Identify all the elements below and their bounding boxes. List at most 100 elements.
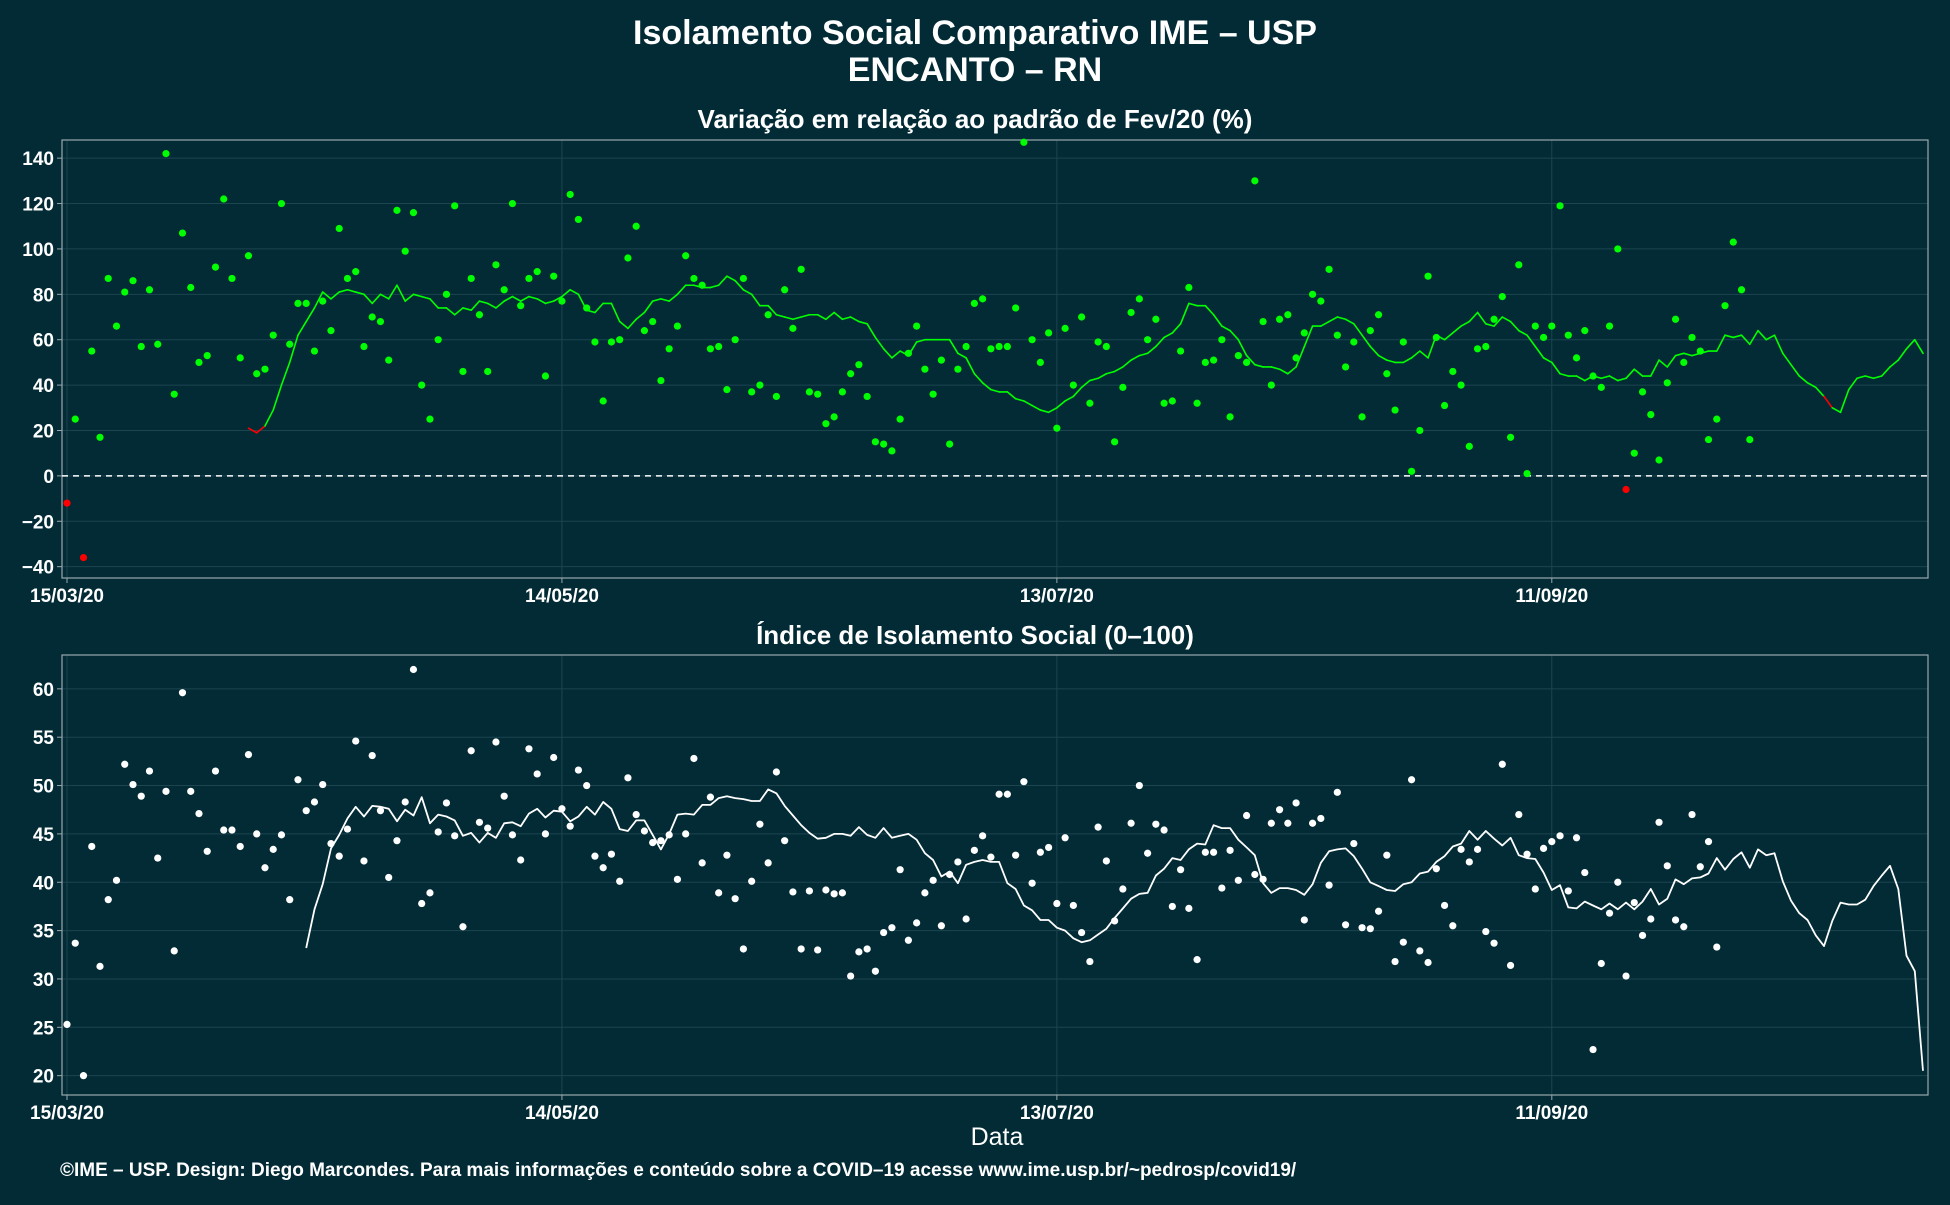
data-point — [418, 381, 426, 389]
data-point — [896, 415, 904, 423]
data-point — [310, 798, 319, 806]
data-point — [434, 828, 442, 836]
moving-average-segment — [495, 300, 505, 309]
moving-average-segment — [651, 298, 662, 302]
data-point — [1226, 846, 1234, 854]
moving-average-segment — [404, 293, 415, 302]
moving-average-segment — [1724, 334, 1735, 339]
data-point — [1102, 857, 1110, 865]
data-point — [195, 358, 203, 367]
moving-average-segment — [1361, 334, 1372, 348]
moving-average-segment — [1328, 316, 1339, 323]
data-point — [1721, 302, 1729, 310]
data-point — [756, 820, 764, 828]
data-point — [1622, 485, 1630, 494]
data-point — [1655, 818, 1663, 826]
data-point — [880, 440, 888, 448]
data-point — [434, 336, 442, 344]
data-point — [1416, 947, 1424, 955]
data-point — [541, 372, 550, 380]
moving-average-segment — [528, 295, 538, 300]
moving-average-segment — [1452, 325, 1462, 334]
moving-average-segment — [371, 293, 382, 305]
moving-average-segment — [1386, 359, 1396, 364]
data-point — [426, 889, 434, 897]
data-point — [500, 792, 508, 800]
data-point — [558, 297, 566, 305]
data-point — [748, 877, 756, 885]
data-point — [591, 852, 599, 860]
moving-average-segment — [1501, 316, 1512, 323]
data-point — [624, 774, 632, 782]
moving-average-segment — [1047, 406, 1058, 414]
data-point — [995, 790, 1003, 798]
x-axis-label: Data — [971, 1123, 1024, 1151]
data-point — [145, 767, 154, 775]
moving-average-segment — [1039, 409, 1050, 414]
data-point — [368, 751, 376, 760]
data-point — [104, 896, 112, 904]
moving-average-segment — [1006, 391, 1017, 400]
data-point — [1012, 851, 1020, 859]
moving-average-segment — [981, 382, 992, 391]
data-point — [706, 345, 715, 353]
data-point — [1028, 336, 1036, 344]
moving-average-segment — [800, 313, 811, 318]
data-point — [1028, 879, 1036, 887]
data-point — [1234, 876, 1242, 884]
moving-average-segment — [833, 311, 844, 321]
moving-average-segment — [849, 316, 860, 323]
data-point — [1630, 449, 1638, 457]
data-point — [1523, 470, 1531, 478]
moving-average-segment — [1204, 304, 1215, 316]
moving-average-segment — [1518, 329, 1528, 336]
y-tick-label: 80 — [33, 285, 54, 306]
moving-average-segment — [1155, 336, 1165, 348]
moving-average-segment — [957, 352, 967, 359]
data-point — [203, 847, 211, 855]
data-point — [797, 945, 805, 953]
data-point — [467, 274, 475, 283]
data-point — [1094, 823, 1102, 831]
moving-average-segment — [1245, 354, 1256, 366]
data-point — [1350, 338, 1358, 346]
data-point — [211, 263, 220, 271]
data-point — [1102, 342, 1110, 351]
data-point — [1012, 304, 1020, 312]
data-point — [632, 222, 640, 230]
data-point — [1069, 901, 1077, 910]
moving-average-segment — [973, 372, 984, 384]
data-point — [748, 388, 756, 396]
data-point — [781, 837, 789, 845]
data-point — [1638, 388, 1647, 396]
moving-average-segment — [1781, 352, 1792, 366]
data-point — [805, 887, 814, 895]
data-point — [1160, 826, 1168, 834]
data-point — [797, 265, 805, 273]
data-point — [599, 864, 607, 872]
data-point — [1275, 315, 1284, 323]
moving-average-segment — [1377, 354, 1388, 361]
data-point — [1498, 760, 1506, 768]
y-tick-label: −20 — [22, 512, 54, 533]
moving-average-segment — [1080, 379, 1091, 389]
moving-average-segment — [1633, 368, 1644, 377]
data-point — [756, 381, 764, 389]
data-point — [929, 876, 937, 884]
data-point — [1300, 916, 1308, 924]
data-point — [104, 274, 112, 283]
panel-1-subtitle: Variação em relação ao padrão de Fev/20 … — [698, 104, 1253, 134]
data-point — [624, 254, 632, 262]
moving-average-segment — [536, 298, 547, 305]
moving-average-segment — [1806, 382, 1817, 389]
data-point — [88, 842, 96, 851]
data-point — [847, 972, 855, 980]
moving-average-segment — [420, 295, 431, 300]
data-point — [805, 388, 814, 396]
data-point — [71, 415, 79, 423]
data-point — [401, 798, 409, 806]
moving-average-segment — [618, 320, 629, 330]
data-point — [1209, 848, 1218, 856]
moving-average-segment — [1485, 323, 1495, 327]
